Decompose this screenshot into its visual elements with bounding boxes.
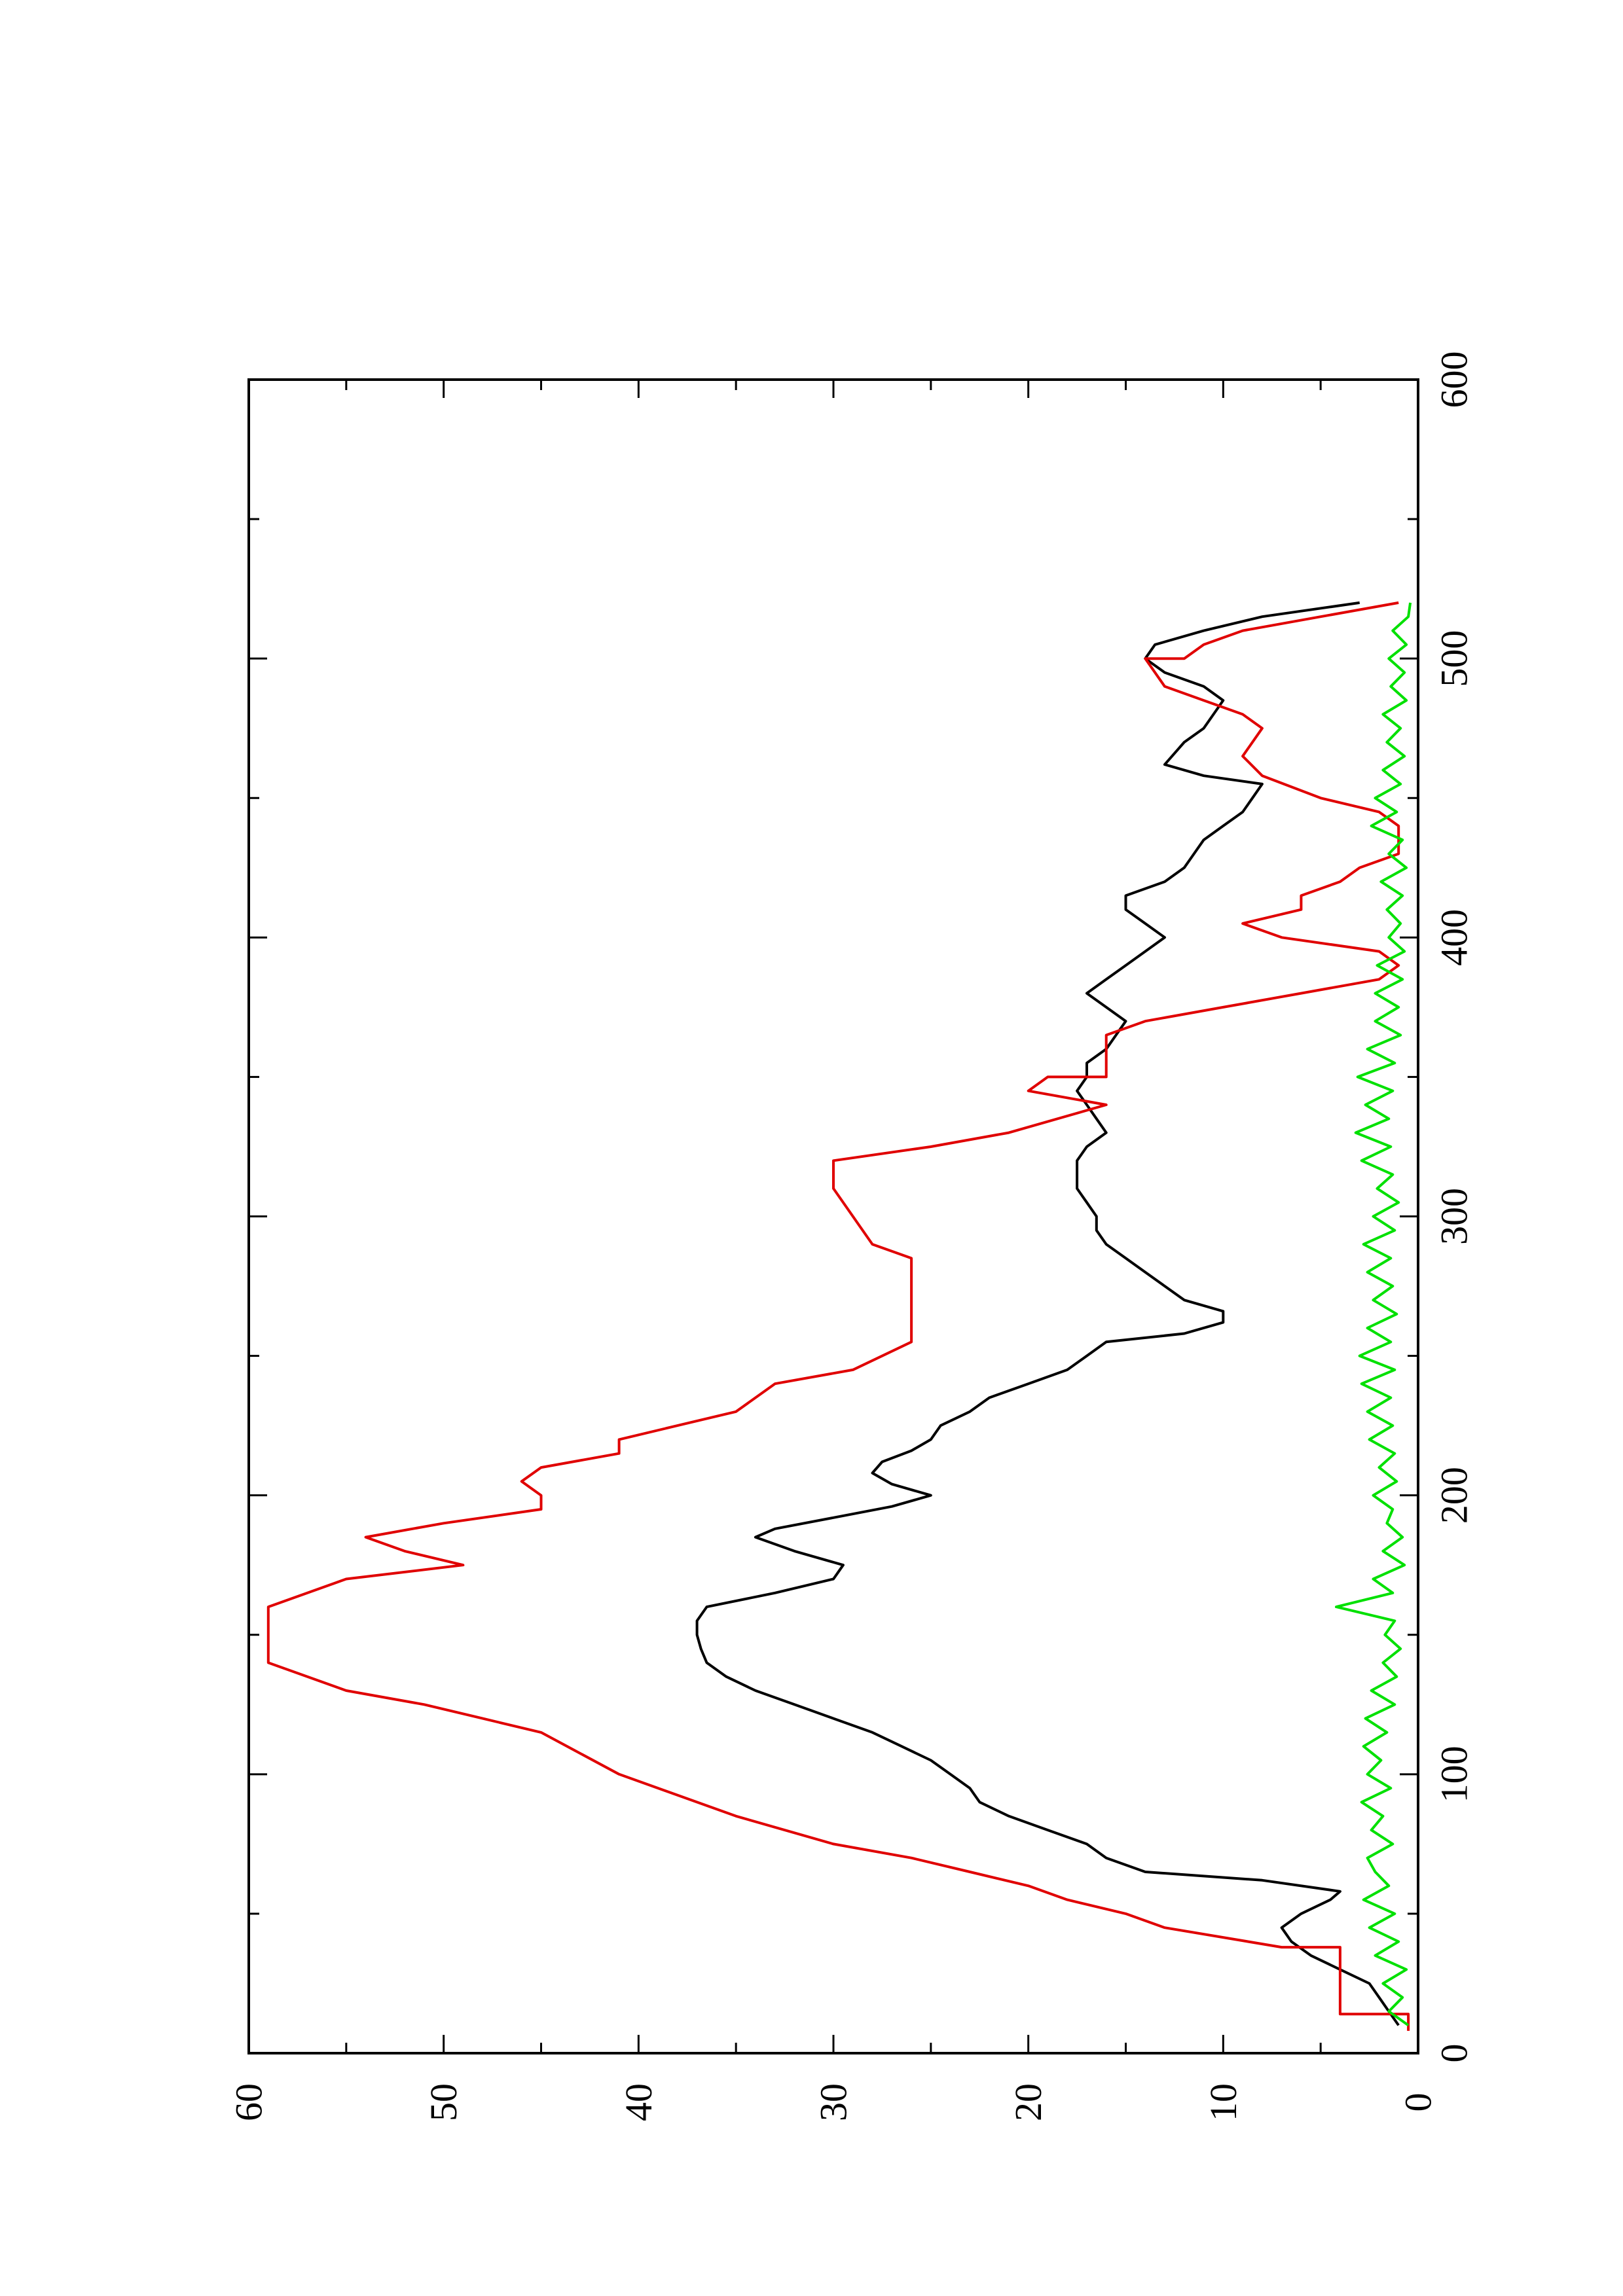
x-tick-label: 300 <box>1433 1188 1476 1245</box>
y-tick-label: 50 <box>422 2083 465 2121</box>
y-tick-label: 20 <box>1007 2083 1049 2121</box>
x-tick-label: 0 <box>1433 2044 1476 2063</box>
y-tick-label: 30 <box>812 2083 855 2121</box>
x-tick-label: 600 <box>1433 351 1476 408</box>
red-series-line <box>266 601 1410 2031</box>
y-tick-label: 10 <box>1202 2083 1245 2121</box>
x-tick-label: 400 <box>1433 909 1476 966</box>
y-tick-label: 40 <box>617 2083 660 2121</box>
y-tick-label: 60 <box>228 2083 270 2121</box>
plot-frame <box>247 378 1419 2054</box>
plot-series <box>266 601 1412 2031</box>
black-series-line <box>695 601 1400 2026</box>
y-tick-label: 0 <box>1397 2093 1440 2112</box>
x-tick-label: 500 <box>1433 630 1476 687</box>
x-tick-label: 100 <box>1433 1746 1476 1803</box>
green-series-line <box>1335 602 1412 2027</box>
x-tick-label: 200 <box>1433 1467 1476 1524</box>
tick-labels: 0 100 200 300 400 500 600 0 10 20 30 40 50 60 <box>228 351 1476 2122</box>
